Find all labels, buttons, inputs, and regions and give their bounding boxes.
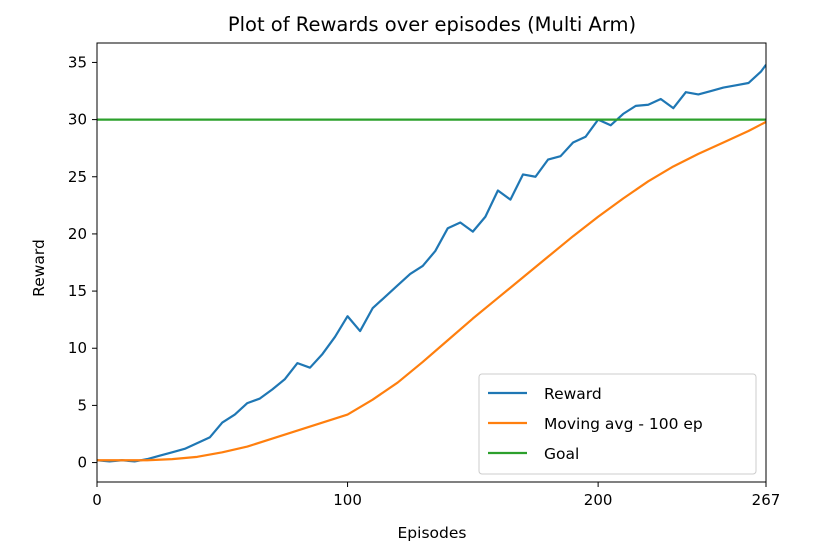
x-tick-label: 267 bbox=[752, 491, 781, 509]
y-tick-label: 10 bbox=[68, 339, 87, 357]
legend: Reward Moving avg - 100 ep Goal bbox=[478, 373, 757, 475]
y-tick-label: 20 bbox=[68, 225, 87, 243]
axes-frame bbox=[96, 42, 767, 483]
legend-label-goal: Goal bbox=[544, 445, 579, 463]
y-tick-label: 25 bbox=[68, 168, 87, 186]
x-tick-label: 0 bbox=[92, 491, 102, 509]
legend-label-reward: Reward bbox=[544, 385, 602, 403]
series-line-reward bbox=[97, 64, 766, 463]
y-tick-label: 35 bbox=[68, 53, 87, 71]
legend-label-moving-avg-100-ep: Moving avg - 100 ep bbox=[544, 415, 703, 433]
legend-box bbox=[478, 373, 757, 475]
y-tick-label: 0 bbox=[77, 454, 87, 472]
y-tick-label: 30 bbox=[68, 111, 87, 129]
x-tick-label: 100 bbox=[333, 491, 362, 509]
y-axis-label: Reward bbox=[30, 239, 48, 297]
y-tick-label: 5 bbox=[77, 396, 87, 414]
x-axis-label: Episodes bbox=[398, 524, 467, 542]
y-tick-label: 15 bbox=[68, 282, 87, 300]
x-tick-label: 200 bbox=[584, 491, 613, 509]
plot-area bbox=[97, 64, 766, 463]
chart-title: Plot of Rewards over episodes (Multi Arm… bbox=[228, 13, 636, 36]
axes: 0 100 200 267 0 5 10 15 20 25 30 35 bbox=[68, 42, 781, 509]
series-line-moving-avg-100-ep bbox=[97, 120, 766, 462]
